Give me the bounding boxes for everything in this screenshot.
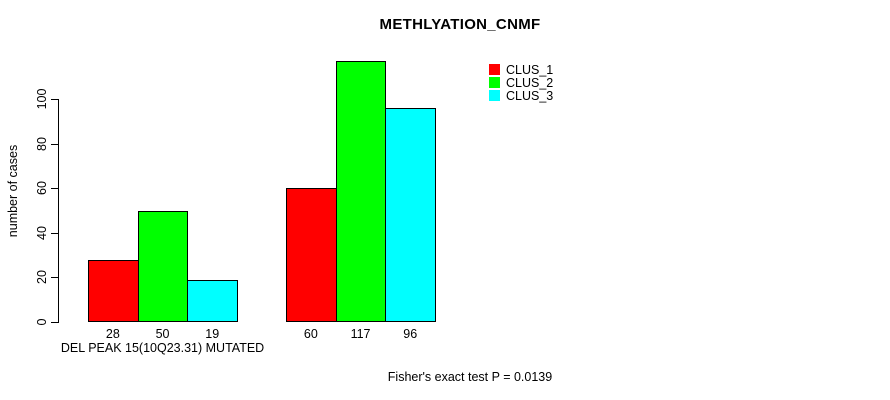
- legend-row: CLUS_1: [489, 62, 554, 77]
- y-tick-label: 0: [35, 318, 49, 326]
- legend-label: CLUS_1: [506, 62, 554, 77]
- bar-value-label: 28: [105, 327, 120, 341]
- y-tick-label: 80: [35, 137, 49, 151]
- y-axis-label: number of cases: [6, 144, 20, 238]
- y-tick-label: 40: [35, 226, 49, 240]
- bar: [335, 61, 387, 322]
- y-tick: [51, 233, 58, 234]
- y-tick: [51, 322, 58, 323]
- y-tick-label: 20: [35, 270, 49, 284]
- legend-swatch: [489, 64, 500, 75]
- bar: [137, 210, 189, 322]
- bar-value-label: 60: [303, 327, 318, 341]
- legend-row: CLUS_2: [489, 75, 554, 90]
- y-tick: [51, 277, 58, 278]
- legend-row: CLUS_3: [489, 88, 554, 103]
- legend-label: CLUS_3: [506, 88, 554, 103]
- bar: [88, 259, 139, 322]
- chart-title: METHLYATION_CNMF: [379, 16, 541, 33]
- y-tick: [51, 99, 58, 100]
- annotation-footer: Fisher's exact test P = 0.0139: [387, 370, 553, 384]
- legend-swatch: [489, 90, 500, 101]
- legend: CLUS_1 CLUS_2 CLUS_3: [489, 62, 554, 103]
- y-tick-label: 60: [35, 181, 49, 195]
- y-tick: [51, 144, 58, 145]
- bar: [286, 188, 337, 322]
- legend-label: CLUS_2: [506, 75, 554, 90]
- bar-value-label: 117: [350, 327, 371, 341]
- legend-swatch: [489, 77, 500, 88]
- y-axis-line: [58, 99, 59, 323]
- x-category-label: DEL PEAK 15(10Q23.31) MUTATED: [60, 341, 265, 355]
- bar-value-label: 50: [155, 327, 170, 341]
- y-tick: [51, 188, 58, 189]
- bar: [385, 107, 437, 322]
- bar: [187, 279, 239, 322]
- y-tick-label: 100: [35, 88, 49, 110]
- bar-value-label: 19: [205, 327, 220, 341]
- bar-value-label: 96: [403, 327, 418, 341]
